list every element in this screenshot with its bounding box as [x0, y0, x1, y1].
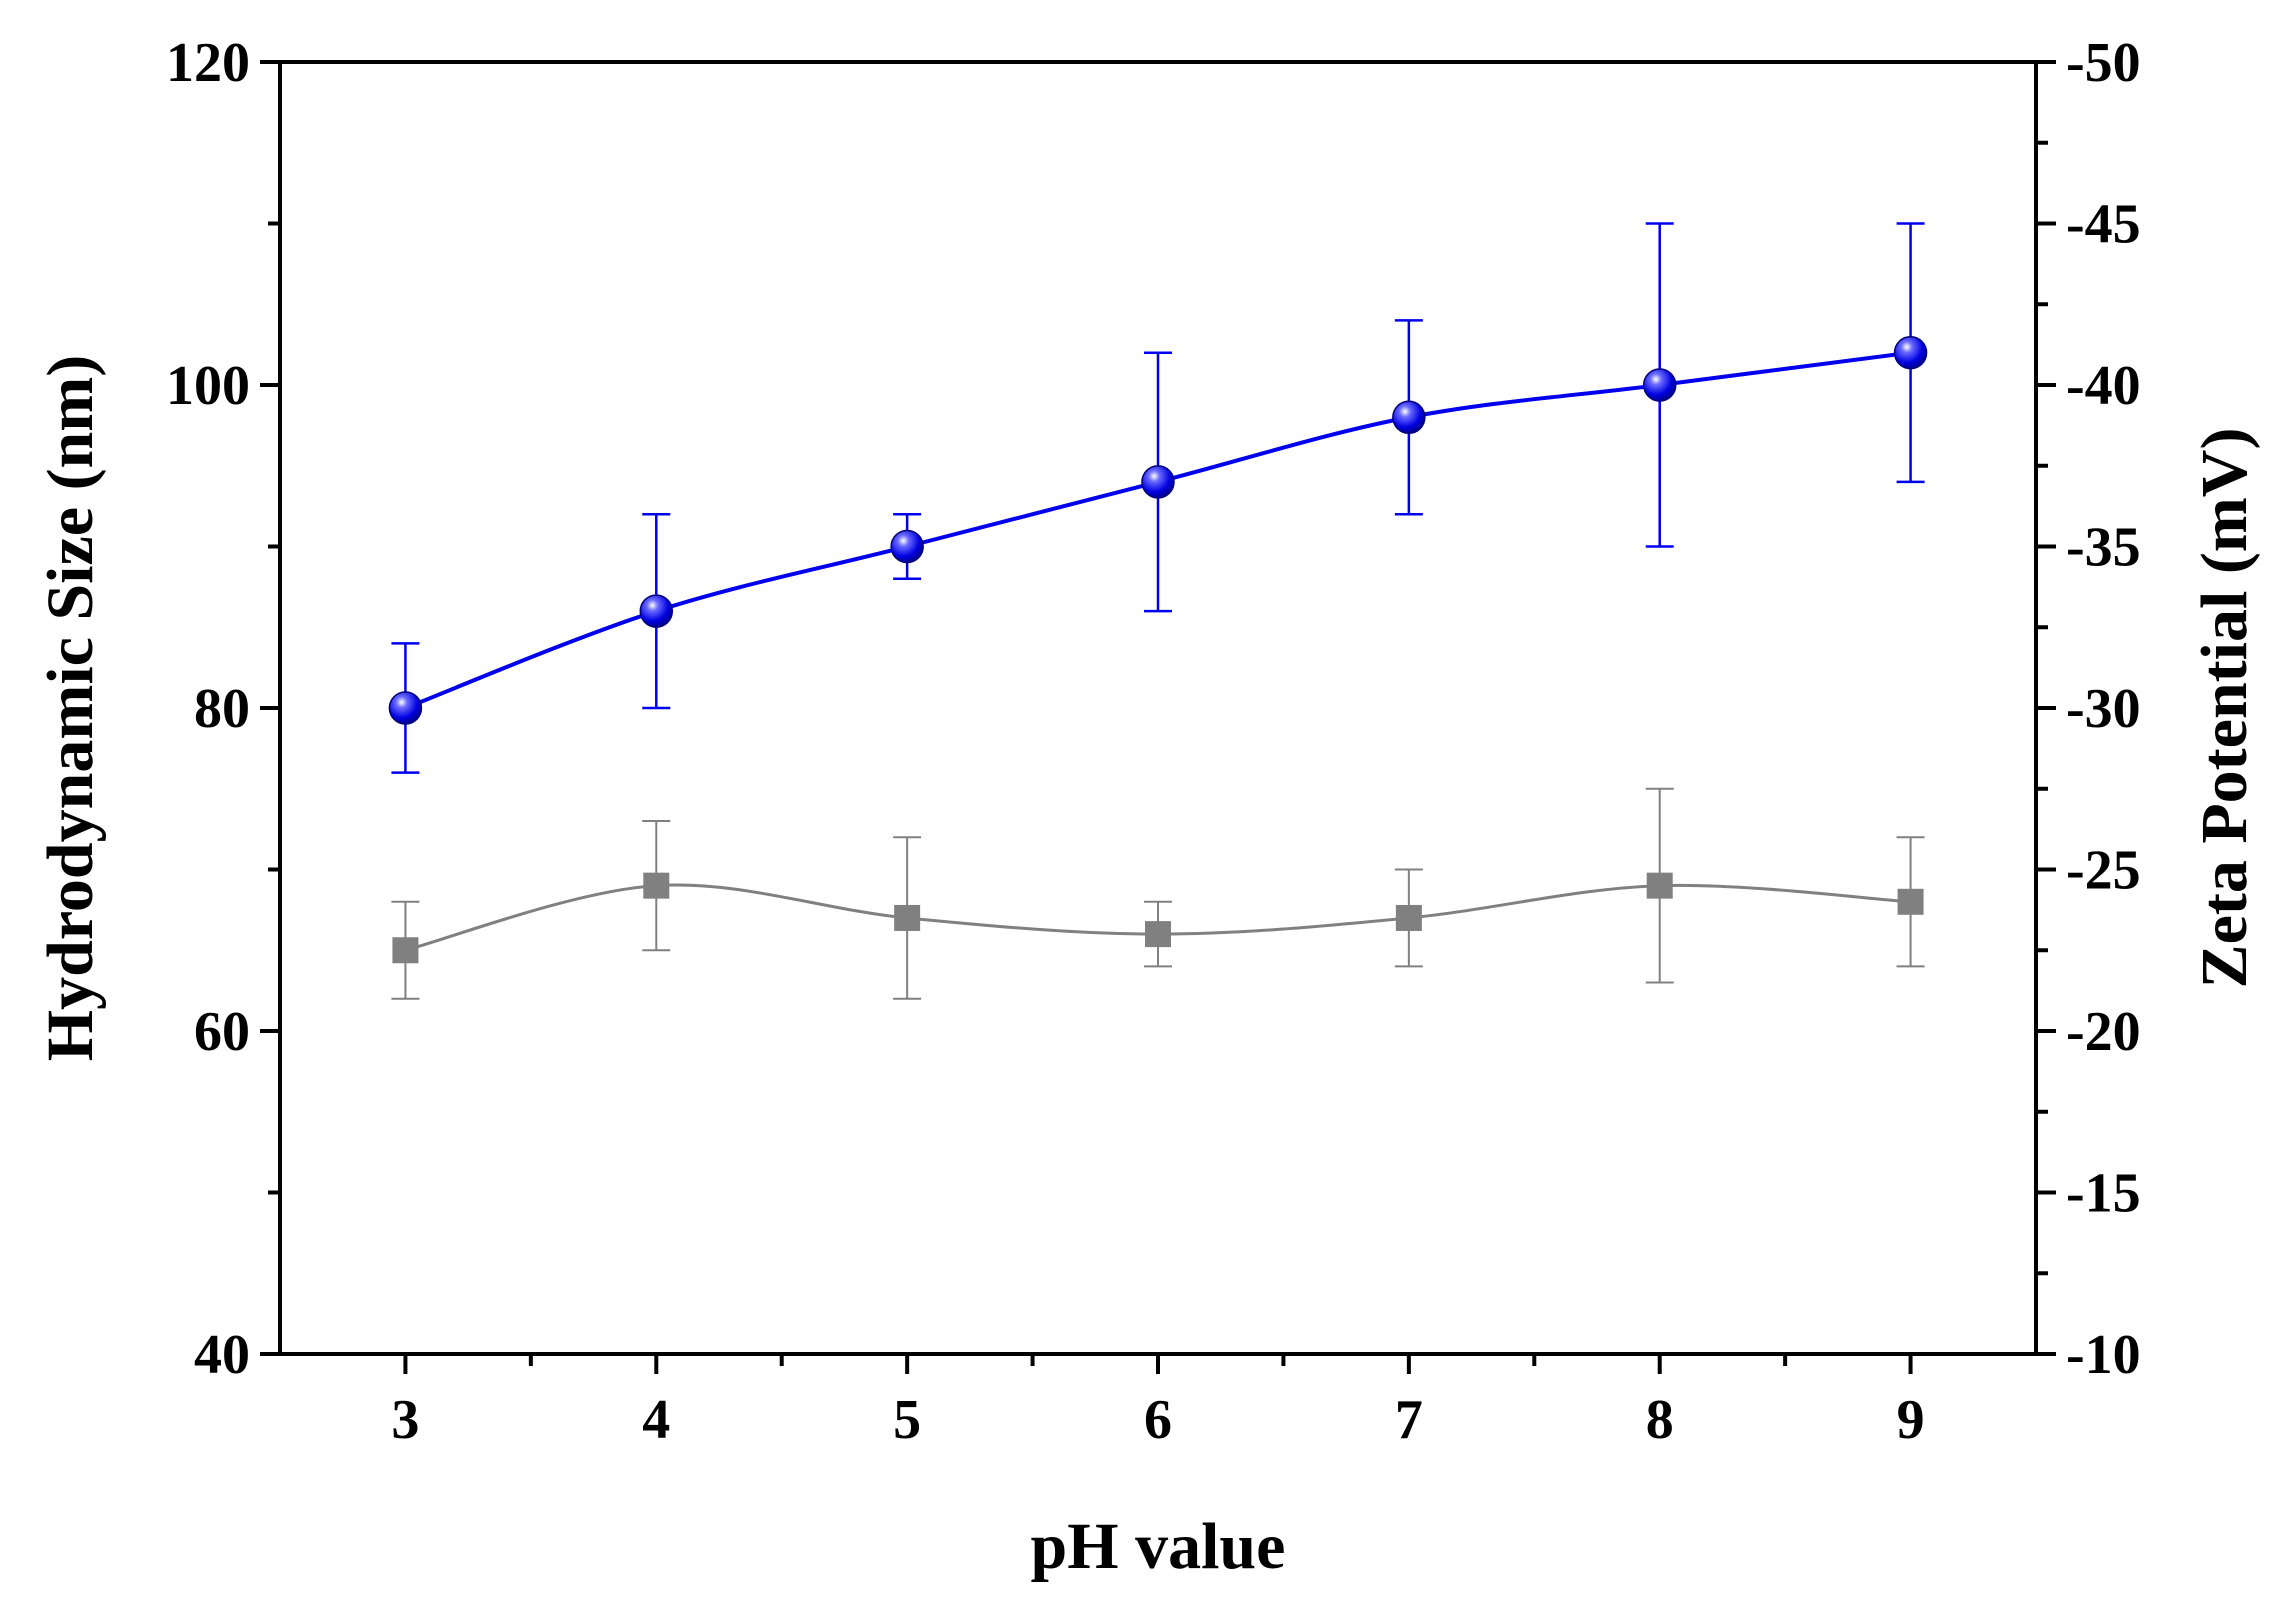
data-point-sphere: [890, 529, 924, 564]
data-point-square: [392, 937, 419, 964]
y-right-tick-label: -10: [2066, 1324, 2141, 1386]
x-tick-label: 8: [1646, 1389, 1674, 1451]
x-tick-label: 6: [1144, 1389, 1172, 1451]
y-left-tick-label: 60: [194, 1001, 250, 1063]
x-axis-label: pH value: [1031, 1510, 1286, 1583]
y-axis-right-label: Zeta Potential (mV): [2188, 428, 2261, 989]
x-tick-label: 3: [391, 1389, 419, 1451]
data-point-sphere: [639, 594, 674, 628]
series-sphere: [388, 222, 1928, 774]
y-right-tick-label: -20: [2066, 1001, 2141, 1063]
y-right-tick-label: -40: [2066, 355, 2141, 417]
y-right-tick-label: -25: [2066, 840, 2141, 902]
y-right-tick-label: -15: [2066, 1163, 2141, 1225]
data-point-sphere: [1642, 368, 1677, 402]
data-point-sphere: [1893, 335, 1928, 370]
x-tick-label: 7: [1395, 1389, 1423, 1451]
series-square: [391, 787, 1925, 1000]
y-left-tick-label: 100: [166, 355, 250, 417]
data-point-square: [1395, 904, 1422, 931]
y-right-tick-label: -45: [2066, 194, 2141, 256]
y-right-tick-label: -35: [2066, 517, 2141, 579]
axis-layer: 3 4 5 6 7 8 9 40 60 80 100 120 -10 -15 -20 -25 -30 -35 -40…: [166, 32, 2141, 1451]
data-point-square: [1897, 888, 1924, 915]
y-left-tick-label: 40: [194, 1324, 250, 1386]
data-point-sphere: [1392, 400, 1426, 435]
data-point-square: [894, 904, 921, 931]
x-tick-label: 5: [893, 1389, 921, 1451]
y-left-tick-label: 120: [166, 32, 250, 94]
y-axis-left-label: Hydrodynamic Size (nm): [34, 355, 107, 1061]
y-right-tick-label: -50: [2066, 32, 2141, 94]
x-tick-label: 4: [642, 1389, 670, 1451]
y-right-tick-label: -30: [2066, 678, 2141, 740]
data-point-square: [1646, 872, 1673, 899]
data-point-square: [643, 872, 670, 899]
data-point-sphere: [1141, 465, 1175, 499]
x-tick-label: 9: [1897, 1389, 1925, 1451]
data-point-square: [1145, 921, 1171, 948]
plot-frame: [278, 60, 2038, 1356]
series-layer: [388, 222, 1928, 1000]
y-left-tick-label: 80: [194, 678, 250, 740]
data-point-sphere: [388, 691, 423, 725]
